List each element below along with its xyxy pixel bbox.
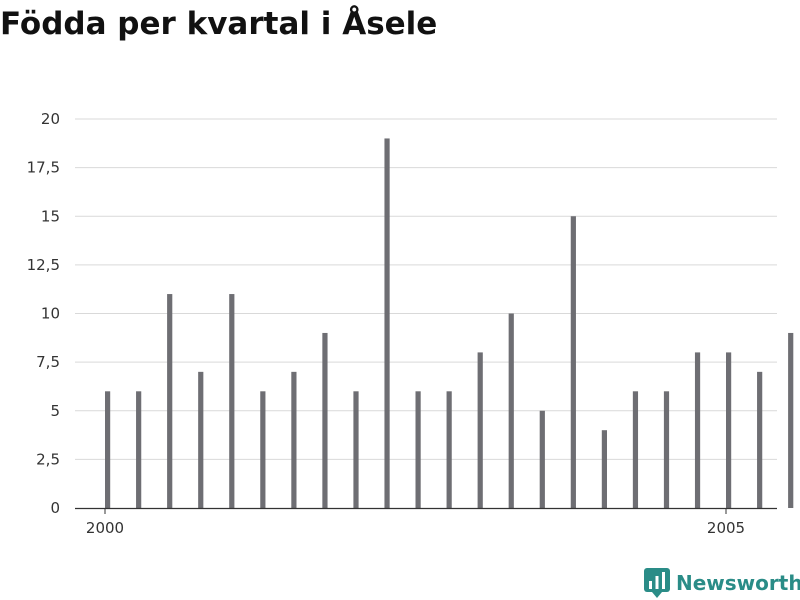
y-tick-label: 20 [41,110,60,128]
x-axis-ticks: 200020052010201520202025 [86,508,745,537]
page-title: Födda per kvartal i Åsele [0,6,438,42]
y-tick-label: 12,5 [27,256,60,274]
bar [757,371,763,508]
bar [229,294,235,508]
bar [167,294,173,508]
bar [322,332,328,508]
bar [353,391,359,508]
bar [788,332,794,508]
bar [136,391,142,508]
y-tick-label: 2,5 [36,450,60,468]
bar [663,391,670,508]
bars [105,138,794,508]
bar [446,391,452,508]
y-tick-label: 7,5 [36,353,60,371]
bar [694,352,701,508]
y-tick-label: 0 [50,499,60,517]
bar [570,216,576,508]
x-tick-label: 2005 [707,519,745,537]
bar [415,391,421,508]
newsworthy-logo-icon [644,568,670,598]
bar [508,313,514,508]
newsworthy-logo-text: Newsworthy [676,571,800,595]
x-tick-label: 2000 [86,519,124,537]
bar [477,352,483,508]
newsworthy-logo: Newsworthy [644,568,800,598]
y-tick-label: 15 [41,207,60,225]
grid-lines [75,118,777,460]
y-tick-label: 17,5 [27,159,60,177]
bar [291,371,297,508]
y-axis-labels: 0 2,5 5 7,5 10 12,5 15 17,5 20 [27,110,60,517]
bar [539,410,545,508]
bar [726,352,732,508]
y-tick-label: 10 [41,305,60,323]
bar [384,138,390,508]
y-tick-label: 5 [50,402,60,420]
bar [260,391,266,508]
bar [632,391,639,508]
bar [105,391,111,508]
bar [198,371,204,508]
bar [601,430,607,508]
